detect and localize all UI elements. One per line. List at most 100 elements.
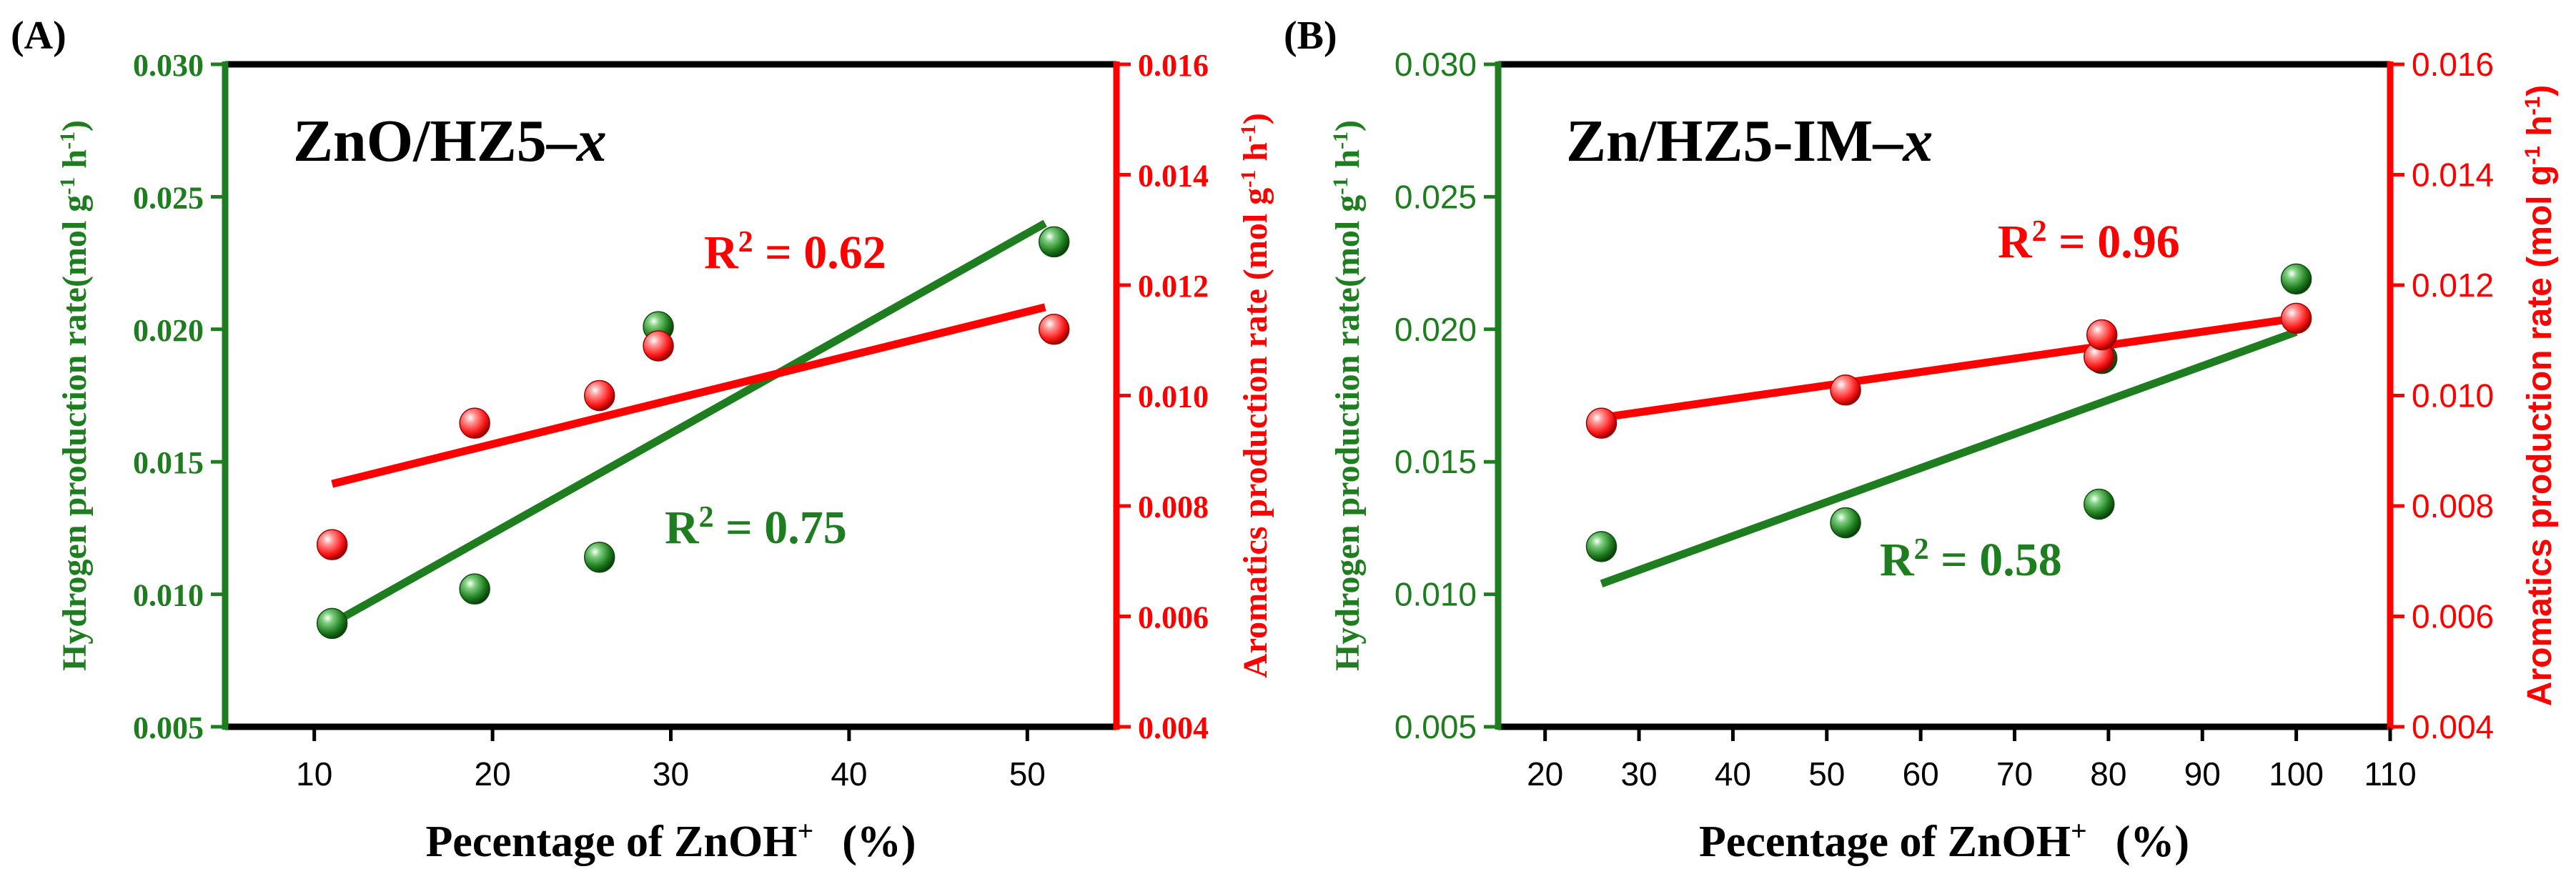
data-point-aromatics [643,330,674,362]
x-tick-label: 50 [1009,755,1046,793]
left-y-tick-label: 0.025 [1394,178,1477,215]
r-squared-label: R2 = 0.62 [704,226,886,279]
r-squared-r: R [665,502,700,554]
x-tick-label: 10 [296,755,332,793]
chart-title-italic: x [575,108,607,174]
r-squared-value: = 0.62 [753,227,886,279]
left-y-tick-label: 0.010 [1394,576,1477,613]
fit-line-hydrogen [330,219,1047,627]
x-axis-label: Pecentage of ZnOH+ (%) [1699,815,2189,867]
data-point-hydrogen [2084,488,2115,520]
series-hydrogen: R2 = 0.75 [316,219,1070,640]
data-point-hydrogen [459,573,490,605]
right-y-tick-label: 0.014 [1138,159,1209,194]
x-axis-label-sup: + [797,815,813,847]
left-y-tick-label: 0.020 [133,313,204,348]
r-squared-value: = 0.75 [714,502,847,554]
x-axis-label-text: Pecentage of ZnOH [1699,818,2071,866]
data-point-aromatics [459,407,490,439]
r-squared-r: R [704,227,739,279]
right-y-axis-label-mid: h [1237,142,1274,170]
right-y-tick-label: 0.010 [1138,379,1209,414]
panel-a: 10 20 30 40 50 0.005 0.010 0.015 0.020 0.025 0.030… [11,14,1274,866]
x-tick-label: 30 [653,755,689,793]
data-point-hydrogen [1585,531,1618,562]
x-axis-label-sup: + [2071,815,2087,847]
x-tick-label: 100 [2269,755,2324,793]
data-point-hydrogen [1830,507,1861,539]
series-aromatics: R2 = 0.96 [1585,215,2312,439]
left-y-tick-label: 0.020 [1394,311,1477,348]
left-y-axis-label-text: Hydrogen production rate(mol g [1329,195,1367,671]
left-y-tick-label: 0.030 [1394,46,1477,83]
right-y-tick-label: 0.010 [2412,377,2494,414]
right-y-axis-label-sup: -1 [2521,96,2545,116]
x-tick-label: 40 [831,755,867,793]
r-squared-value: = 0.96 [2047,216,2180,268]
data-point-aromatics [1038,314,1070,345]
data-point-hydrogen [1038,226,1070,258]
right-y-tick-label: 0.016 [2412,46,2494,83]
right-y-axis-label-mid: h [2521,115,2559,146]
left-y-tick-label: 0.030 [133,48,204,83]
left-y-tick-label: 0.025 [133,180,204,215]
left-y-axis-label-end: ) [1329,120,1367,131]
chart-title-italic: x [1901,108,1933,174]
series-hydrogen: R2 = 0.58 [1585,263,2312,587]
data-point-aromatics [316,529,348,560]
x-tick-label: 70 [1996,755,2033,793]
right-y-tick-label: 0.014 [2412,157,2494,194]
data-point-hydrogen [316,607,348,640]
left-y-tick-label: 0.015 [1394,443,1477,480]
right-y-tick-label: 0.006 [1138,600,1209,635]
data-point-aromatics [2280,302,2312,334]
right-y-tick-label: 0.006 [2412,598,2494,635]
left-y-tick-label: 0.005 [133,710,204,745]
r-squared-value: = 0.58 [1929,534,2062,586]
r-squared-label: R2 = 0.96 [1998,215,2180,268]
right-y-tick-label: 0.008 [1138,490,1209,525]
data-point-aromatics [1830,374,1861,406]
right-y-tick-label: 0.012 [2412,267,2494,304]
right-y-axis-label-text: Aromatics production rate (mol g [1237,188,1274,678]
r-squared-sup: 2 [738,226,753,259]
x-tick-label: 40 [1715,755,1751,793]
x-axis-label: Pecentage of ZnOH+ (%) [425,815,916,867]
right-y-axis-label-sup: -1 [1237,124,1260,142]
r-squared-sup: 2 [2032,215,2047,248]
chart-title: Zn/HZ5-IM–x [1566,108,1933,174]
panel-b: 20 30 40 50 60 70 80 90 100 110 0.005 0.010 0.015 0.0… [1284,14,2559,866]
x-tick-label: 30 [1620,755,1657,793]
x-tick-label: 60 [1903,755,1939,793]
x-tick-label: 80 [2090,755,2126,793]
x-tick-label: 20 [1527,755,1563,793]
left-y-axis-label-text: Hydrogen production rate(mol g [56,195,94,671]
chart-title: ZnO/HZ5–x [293,108,607,174]
data-point-hydrogen [2280,263,2312,295]
r-squared-r: R [1998,216,2033,268]
series-aromatics: R2 = 0.62 [316,226,1070,560]
right-y-tick-label: 0.016 [1138,48,1209,83]
x-axis-label-text: Pecentage of ZnOH [425,818,797,866]
r-squared-sup: 2 [1914,533,1929,566]
chart-title-text: Zn/HZ5-IM– [1566,108,1903,174]
x-tick-label: 110 [2364,755,2416,793]
left-y-axis-label-sup: -1 [56,131,79,149]
x-tick-label: 20 [475,755,511,793]
right-y-tick-label: 0.012 [1138,269,1209,304]
x-tick-label: 90 [2184,755,2221,793]
data-point-hydrogen [583,541,615,573]
left-y-tick-label: 0.010 [133,578,204,613]
right-y-axis-label: Aromatics production rate (mol g-1 h-1) [2521,85,2560,706]
data-point-aromatics [583,379,615,412]
left-y-tick-label: 0.015 [133,445,204,480]
right-y-axis-label-end: ) [2521,85,2559,96]
right-y-axis-label: Aromatics production rate (mol g-1 h-1) [1237,113,1275,678]
left-y-axis-label-mid: h [1329,149,1367,177]
panel-label: (B) [1284,14,1337,58]
left-y-axis-label: Hydrogen production rate(mol g-1 h-1) [1329,120,1367,671]
fit-line-hydrogen [1600,328,2298,587]
x-axis-label-unit: (%) [842,818,916,866]
fit-line-aromatics [1600,314,2297,422]
x-axis-label-unit: (%) [2116,818,2189,866]
